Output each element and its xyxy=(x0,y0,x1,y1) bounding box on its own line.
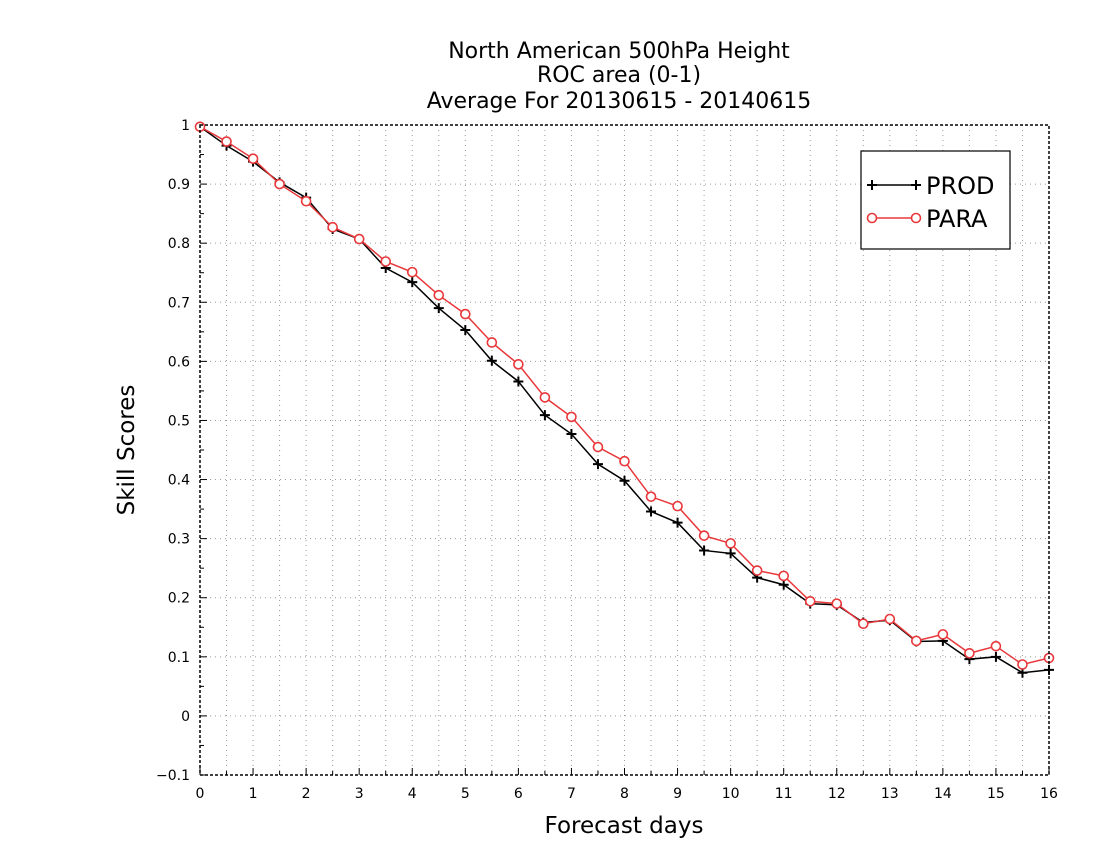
legend-marker xyxy=(910,212,922,224)
data-point xyxy=(539,410,550,421)
data-point xyxy=(274,178,285,190)
data-point xyxy=(911,635,922,647)
data-point xyxy=(407,277,418,288)
data-point xyxy=(380,256,392,267)
data-point xyxy=(460,325,471,336)
data-point xyxy=(433,303,444,314)
x-tick-label: 11 xyxy=(775,786,793,802)
data-point xyxy=(592,459,603,470)
legend-label: PROD xyxy=(926,172,995,200)
y-axis-ticks: −0.1 0 0.1 0.2 0.3 0.4 0.5 0.6 0.7 0.8 0.9 1 xyxy=(156,118,207,784)
legend-box xyxy=(860,150,1011,250)
data-point xyxy=(247,153,259,164)
data-point xyxy=(486,337,498,348)
data-point xyxy=(513,359,524,370)
data-point xyxy=(460,308,471,320)
y-tick-label: 0 xyxy=(181,709,190,725)
data-point xyxy=(406,266,418,278)
data-point xyxy=(592,441,604,453)
data-point xyxy=(672,517,683,528)
title-line-2: ROC area (0-1) xyxy=(537,63,701,88)
x-tick-label: 4 xyxy=(408,786,417,802)
data-point xyxy=(513,376,524,387)
x-axis-ticks: 0 1 2 3 4 5 6 7 8 9 10 11 12 13 14 15 16 xyxy=(196,768,1058,802)
data-point xyxy=(486,355,497,366)
x-tick-label: 0 xyxy=(196,786,205,802)
data-point xyxy=(937,629,949,640)
y-axis-label: Skill Scores xyxy=(114,385,140,516)
y-tick-label: 0.4 xyxy=(168,473,190,489)
data-point xyxy=(619,455,630,467)
x-tick-label: 15 xyxy=(987,786,1005,802)
data-point xyxy=(857,618,869,630)
y-tick-label: 0.3 xyxy=(168,532,190,548)
x-tick-label: 2 xyxy=(302,786,311,802)
x-tick-label: 10 xyxy=(722,786,740,802)
legend-marker xyxy=(911,180,921,190)
y-tick-label: 0.2 xyxy=(168,591,190,607)
data-point xyxy=(699,545,710,556)
data-point xyxy=(645,491,657,502)
data-point xyxy=(990,640,1002,652)
data-point xyxy=(646,506,657,517)
data-point xyxy=(300,195,312,207)
x-tick-label: 13 xyxy=(881,786,899,802)
data-point xyxy=(964,647,975,659)
y-tick-label: 0.9 xyxy=(168,177,190,193)
y-tick-label: 0.5 xyxy=(168,413,190,429)
y-tick-label: 1 xyxy=(181,118,190,134)
data-point xyxy=(539,392,551,403)
title-line-1: North American 500hPa Height xyxy=(448,39,790,64)
data-point xyxy=(725,548,736,559)
data-point xyxy=(778,579,789,590)
data-point xyxy=(672,500,683,512)
legend-label: PARA xyxy=(926,205,988,233)
data-point xyxy=(1017,659,1028,670)
data-point xyxy=(566,429,577,440)
y-tick-label: 0.7 xyxy=(168,295,190,311)
data-point xyxy=(566,411,577,423)
y-tick-label: −0.1 xyxy=(156,768,190,784)
legend-marker xyxy=(866,212,878,224)
y-tick-label: 0.8 xyxy=(168,236,190,252)
data-point xyxy=(433,289,445,301)
x-axis-label: Forecast days xyxy=(545,813,704,839)
title-line-3: Average For 20130615 - 20140615 xyxy=(427,89,812,114)
data-point xyxy=(990,651,1001,662)
legend: PROD PARA xyxy=(860,150,1011,250)
data-point xyxy=(751,565,763,576)
legend-item-prod: PROD xyxy=(867,172,995,200)
data-point xyxy=(698,530,710,541)
grid xyxy=(200,125,1049,775)
x-tick-label: 16 xyxy=(1040,786,1058,802)
x-tick-label: 9 xyxy=(673,786,682,802)
data-point xyxy=(778,570,789,582)
data-point xyxy=(619,475,630,486)
x-tick-label: 1 xyxy=(249,786,258,802)
data-point xyxy=(831,598,843,609)
x-tick-label: 7 xyxy=(567,786,576,802)
data-point xyxy=(327,221,338,233)
x-tick-label: 5 xyxy=(461,786,470,802)
legend-marker xyxy=(867,180,877,190)
data-point xyxy=(353,233,365,245)
y-tick-label: 0.6 xyxy=(168,354,190,370)
x-tick-label: 6 xyxy=(514,786,523,802)
plot-frame xyxy=(199,124,1050,776)
x-tick-label: 14 xyxy=(934,786,952,802)
data-point xyxy=(804,595,816,607)
x-tick-label: 12 xyxy=(828,786,846,802)
chart-title: North American 500hPa Height ROC area (0… xyxy=(427,39,812,114)
x-tick-label: 8 xyxy=(620,786,629,802)
legend-item-para: PARA xyxy=(866,205,988,233)
x-tick-label: 3 xyxy=(355,786,364,802)
data-point xyxy=(725,538,736,549)
data-point xyxy=(221,136,232,147)
y-tick-label: 0.1 xyxy=(168,650,190,666)
data-point xyxy=(884,613,896,625)
